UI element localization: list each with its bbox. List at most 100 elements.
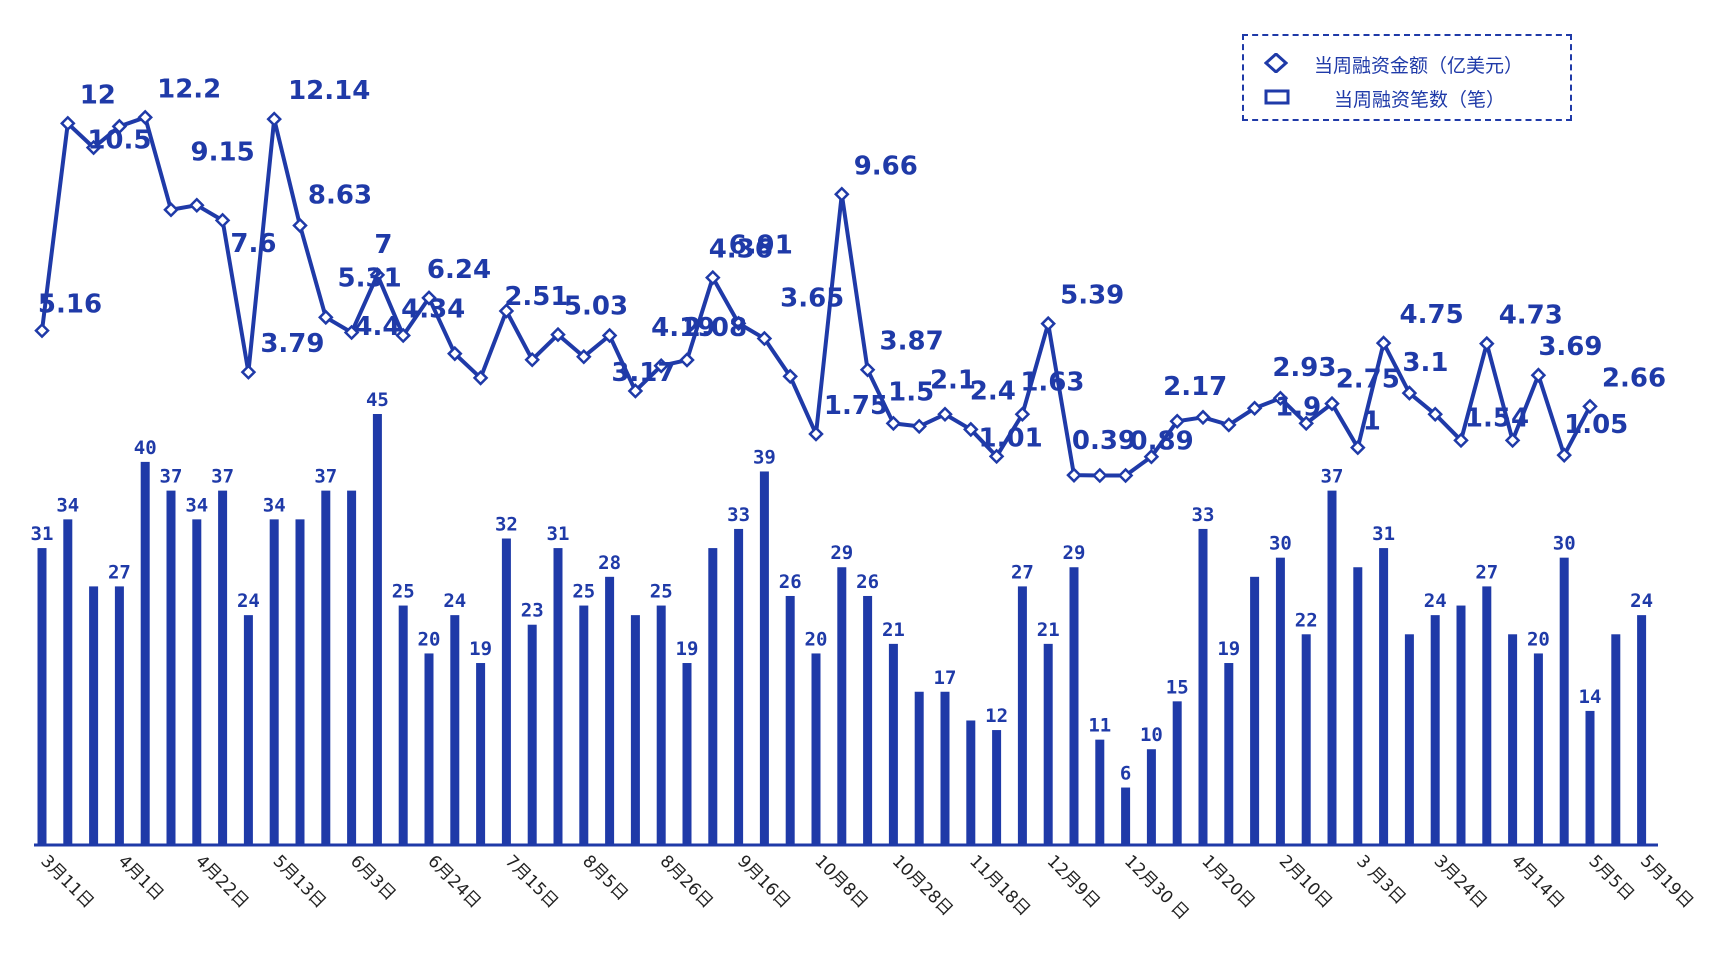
- bar-value-label: 30: [1553, 533, 1576, 555]
- line-point: [240, 364, 257, 380]
- line-point: [1014, 406, 1031, 423]
- bar-value-label: 20: [1527, 628, 1550, 650]
- bar-value-label: 12: [985, 705, 1008, 727]
- line-point: [1401, 385, 1418, 401]
- bar-value-label: 21: [1037, 619, 1060, 641]
- bar: [1121, 787, 1131, 845]
- bar: [1327, 490, 1337, 845]
- line-value-label: 1.54: [1465, 403, 1529, 433]
- bar: [734, 528, 744, 845]
- bar-value-label: 19: [469, 638, 492, 660]
- line-value-label: 1.9: [1275, 392, 1321, 422]
- x-tick-label: 2月10日: [1275, 851, 1336, 912]
- line-point: [189, 197, 205, 213]
- bar: [424, 653, 434, 845]
- line-value-label: 12.14: [288, 76, 370, 106]
- line-point: [266, 111, 282, 127]
- bar-value-label: 27: [1475, 561, 1498, 583]
- bar-value-label: 33: [727, 504, 750, 526]
- line-value-label: 1.5: [888, 377, 934, 407]
- line-point: [834, 186, 850, 203]
- bar: [527, 624, 537, 845]
- bar-value-label: 37: [211, 466, 234, 488]
- line-point: [1195, 409, 1211, 426]
- bar: [63, 519, 73, 845]
- bar: [1585, 710, 1595, 845]
- line-point: [472, 370, 489, 386]
- line-point: [937, 406, 953, 423]
- line-point: [601, 327, 618, 344]
- line-point: [1169, 413, 1185, 430]
- x-tick-label: 10月8日: [810, 851, 871, 912]
- line-value-label: 5.39: [1060, 281, 1124, 311]
- bar: [1301, 634, 1311, 845]
- bar: [372, 414, 382, 845]
- line-point: [963, 421, 979, 438]
- bar: [1017, 586, 1027, 845]
- x-tick-label: 5月19日: [1636, 851, 1697, 912]
- line-point: [498, 303, 515, 319]
- line-value-label: 0.89: [1130, 426, 1194, 456]
- line-value-label: 8.63: [308, 181, 372, 211]
- x-tick-label: 12月30 日: [1120, 851, 1193, 924]
- line-value-label: 3.79: [260, 329, 324, 359]
- line-value-label: 12: [80, 80, 116, 110]
- bar: [837, 567, 847, 845]
- bar-value-label: 10: [1140, 724, 1163, 746]
- line-point: [1272, 390, 1289, 406]
- line-point: [1221, 417, 1237, 433]
- x-tick-label: 5月13日: [269, 851, 330, 912]
- line-point: [85, 139, 102, 156]
- bar: [89, 586, 99, 845]
- line-point: [756, 330, 773, 347]
- x-tick-labels: 3月11日 4月1日 4月22日 5月13日 6月3日 6月24日 7月15日 8月5日 8月2…: [36, 851, 1697, 924]
- bar-value-label: 11: [1088, 715, 1111, 737]
- bar: [579, 605, 589, 845]
- bar-value-label: 24: [1630, 590, 1653, 612]
- line-value-label: 3.87: [880, 327, 944, 357]
- bar-value-label: 37: [1321, 466, 1344, 488]
- bar-value-label: 20: [418, 628, 441, 650]
- bar-value-label: 31: [547, 523, 570, 545]
- bar-value-label: 27: [108, 561, 131, 583]
- line-value-label: 9.15: [191, 137, 255, 167]
- line-point: [1530, 367, 1547, 383]
- line-value-label: 5.31: [338, 263, 402, 293]
- line-point: [214, 212, 231, 229]
- bar: [1559, 557, 1569, 845]
- line-point: [137, 109, 153, 126]
- line-value-label: 2.75: [1336, 365, 1400, 395]
- x-tick-label: 4月14日: [1507, 851, 1568, 912]
- bar: [630, 615, 640, 845]
- diamond-marker-icon: [1264, 53, 1288, 73]
- line-point: [988, 448, 1005, 465]
- bar: [682, 663, 692, 845]
- line-point: [730, 315, 747, 332]
- line-value-label: 5.16: [38, 290, 102, 320]
- x-tick-label: 7月15日: [501, 851, 562, 912]
- bar-value-label: 19: [1217, 638, 1240, 660]
- line-value-label: 1.05: [1564, 410, 1628, 440]
- bar: [1172, 701, 1182, 845]
- bar-value-label: 40: [134, 437, 157, 459]
- bar: [321, 490, 331, 845]
- bar-value-label: 26: [779, 571, 802, 593]
- bar-value-label: 28: [598, 552, 621, 574]
- line-point: [1040, 315, 1056, 332]
- bar: [476, 663, 486, 845]
- line-point: [1324, 395, 1340, 412]
- bar: [243, 615, 253, 845]
- bar-value-label: 25: [392, 581, 415, 603]
- legend-item-count: 当周融资笔数（笔）: [1244, 81, 1570, 111]
- line-layer: [34, 109, 1598, 484]
- bar: [1508, 634, 1518, 845]
- bar-value-label: 15: [1166, 676, 1189, 698]
- line-point: [1117, 467, 1134, 484]
- line-point: [1092, 467, 1108, 484]
- line-point: [34, 322, 50, 339]
- x-tick-label: 8月26日: [656, 851, 717, 912]
- bar: [1430, 615, 1440, 845]
- line-value-label: 4.73: [1499, 301, 1563, 331]
- line-point: [1246, 400, 1263, 416]
- line-value-label: 12.2: [157, 74, 221, 104]
